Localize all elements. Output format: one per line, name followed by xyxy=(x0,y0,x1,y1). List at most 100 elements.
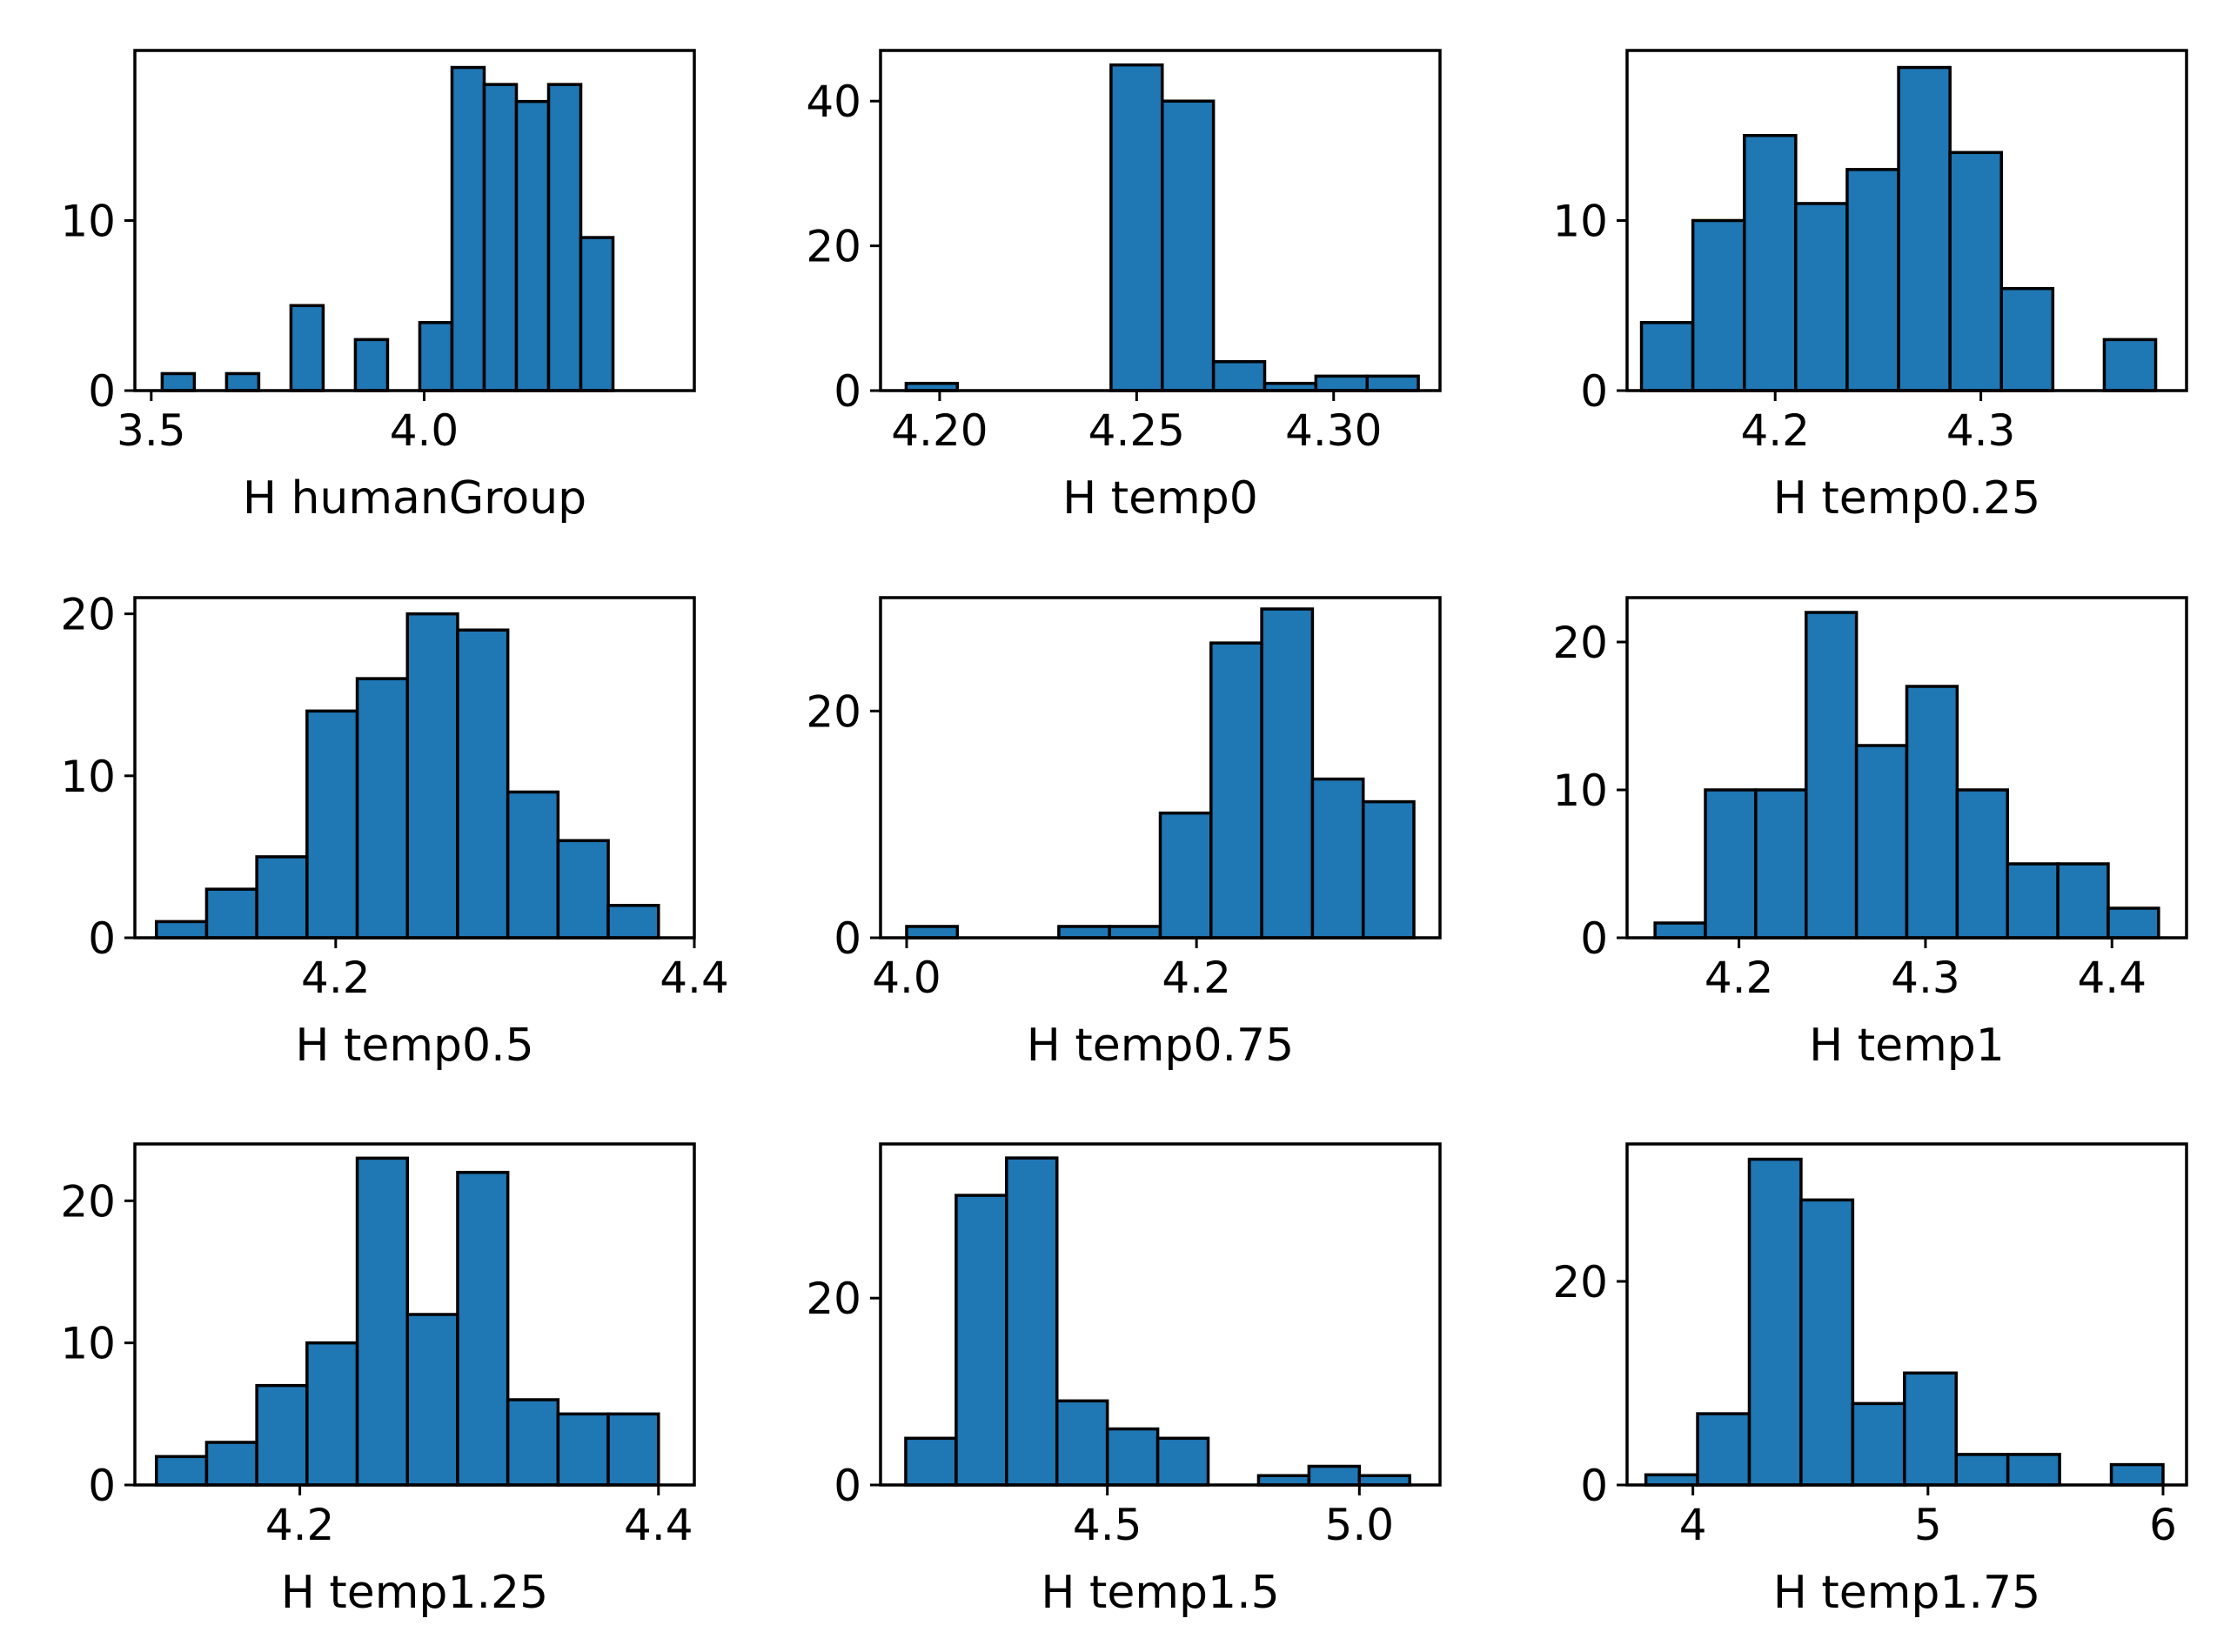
histogram-bar xyxy=(1158,811,1213,940)
histogram-bar xyxy=(1854,744,1909,940)
histogram-bar xyxy=(1109,63,1164,392)
histogram-bar xyxy=(255,855,309,940)
histogram-bar xyxy=(1903,1371,1958,1487)
x-tick-label: 4.4 xyxy=(660,953,729,1003)
x-axis-label: H temp1.25 xyxy=(281,1567,548,1619)
y-tick-label: 0 xyxy=(834,1461,861,1511)
histogram-bar xyxy=(1954,1453,2010,1487)
histogram-bar xyxy=(1057,925,1111,940)
y-tick-label: 20 xyxy=(60,1176,116,1227)
histogram-bar xyxy=(353,338,390,392)
histogram-bar xyxy=(1747,1157,1803,1487)
histogram-bar xyxy=(305,709,359,940)
histogram-bar xyxy=(289,304,325,392)
histogram-panel-9: 4 5 6 0 20 H temp1.75 xyxy=(1552,1142,2188,1619)
axes-frame xyxy=(879,1142,1442,1487)
x-tick-label: 4.5 xyxy=(1073,1500,1142,1550)
x-axis-label: H temp0.75 xyxy=(1027,1020,1294,1072)
x-tick-label: 4.3 xyxy=(1946,405,2016,456)
histogram-bar xyxy=(606,904,660,940)
x-tick-label: 3.5 xyxy=(117,405,186,456)
y-tick-label: 0 xyxy=(1580,366,1608,417)
histogram-bar xyxy=(2106,906,2160,940)
histogram-bar xyxy=(1948,150,2003,392)
histogram-bar xyxy=(204,887,258,940)
x-axis-label: H temp0.25 xyxy=(1773,472,2040,525)
histogram-bar xyxy=(579,236,615,392)
histogram-bar xyxy=(1105,1427,1160,1487)
y-tick-label: 20 xyxy=(1552,618,1608,668)
y-tick-label: 10 xyxy=(60,197,116,247)
x-axis-label: H temp1.75 xyxy=(1773,1567,2040,1619)
histogram-bar xyxy=(482,83,519,392)
histogram-bar xyxy=(2006,862,2060,940)
histogram-bar xyxy=(1108,925,1162,940)
y-tick-label: 0 xyxy=(834,366,861,417)
histogram-bar xyxy=(1805,611,1859,940)
histogram-bar xyxy=(418,321,454,392)
histogram-bar xyxy=(456,1170,510,1487)
histogram-panel-6: 4.2 4.3 4.4 0 10 20 H temp1 xyxy=(1552,596,2188,1072)
histogram-bar xyxy=(1754,788,1808,940)
histogram-bar xyxy=(1365,374,1420,392)
histogram-bar xyxy=(305,1341,359,1487)
histogram-bar xyxy=(2109,1462,2165,1487)
histogram-panel-8: 4.5 5.0 0 20 H temp1.5 xyxy=(806,1142,1442,1619)
histogram-panel-5: 4.0 4.2 0 20 H temp0.75 xyxy=(806,596,1442,1072)
histogram-bar xyxy=(456,628,510,940)
histogram-bar xyxy=(2006,1453,2061,1487)
x-tick-label: 4.4 xyxy=(2078,953,2147,1003)
y-tick-label: 0 xyxy=(88,366,116,417)
histogram-bar xyxy=(1794,202,1849,392)
histogram-bar xyxy=(154,1455,209,1487)
histogram-bar xyxy=(1742,134,1798,392)
histogram-bar xyxy=(1310,777,1365,940)
x-tick-label: 6 xyxy=(2149,1500,2177,1550)
histogram-bar xyxy=(1211,359,1267,392)
x-tick-label: 4.20 xyxy=(891,405,988,456)
x-tick-label: 4.0 xyxy=(390,405,459,456)
histogram-panel-7: 4.2 4.4 0 10 20 H temp1.25 xyxy=(60,1142,696,1619)
y-tick-label: 20 xyxy=(806,222,861,272)
histogram-bar xyxy=(506,1398,560,1487)
histogram-panel-2: 4.20 4.25 4.30 0 20 40 H temp0 xyxy=(806,49,1442,525)
histogram-bar xyxy=(1955,788,2009,940)
histogram-bar xyxy=(405,1313,459,1487)
axes-frame xyxy=(879,49,1442,392)
histogram-bar xyxy=(1905,685,1959,940)
y-tick-label: 10 xyxy=(1552,197,1608,247)
histogram-bar xyxy=(1307,1464,1362,1487)
histogram-bar xyxy=(1644,1473,1699,1487)
histogram-bar xyxy=(2102,338,2158,392)
x-tick-label: 4.2 xyxy=(1705,953,1774,1003)
axes-frame xyxy=(1625,596,2188,940)
axes-frame xyxy=(879,596,1442,940)
histogram-bar xyxy=(405,612,459,940)
histogram-bar xyxy=(1845,168,1900,392)
x-tick-label: 4.2 xyxy=(301,953,371,1003)
y-tick-label: 20 xyxy=(806,1274,861,1324)
x-tick-label: 5.0 xyxy=(1325,1500,1395,1550)
histogram-panel-3: 4.2 4.3 0 10 H temp0.25 xyxy=(1552,49,2188,525)
x-tick-label: 4.4 xyxy=(624,1500,693,1550)
x-tick-label: 5 xyxy=(1914,1500,1942,1550)
x-tick-label: 4.30 xyxy=(1285,405,1382,456)
x-tick-label: 4.2 xyxy=(1740,405,1810,456)
histogram-bar xyxy=(450,65,486,392)
y-tick-label: 0 xyxy=(1580,1461,1608,1511)
y-tick-label: 10 xyxy=(60,752,116,802)
histogram-bar xyxy=(355,1156,410,1487)
histogram-bar xyxy=(255,1383,309,1487)
histogram-bar xyxy=(954,1194,1008,1487)
histogram-bar xyxy=(1314,374,1369,392)
axes-frame xyxy=(133,1142,696,1487)
y-tick-label: 0 xyxy=(834,913,861,964)
y-tick-label: 0 xyxy=(88,913,116,964)
histogram-bar xyxy=(1897,65,1952,392)
histogram-bar xyxy=(1155,1436,1210,1487)
x-axis-label: H temp0 xyxy=(1062,472,1258,525)
y-tick-label: 20 xyxy=(1552,1257,1608,1308)
y-tick-label: 20 xyxy=(806,686,861,737)
x-axis-label: H temp1 xyxy=(1809,1020,2005,1072)
histogram-bar xyxy=(1653,921,1707,940)
